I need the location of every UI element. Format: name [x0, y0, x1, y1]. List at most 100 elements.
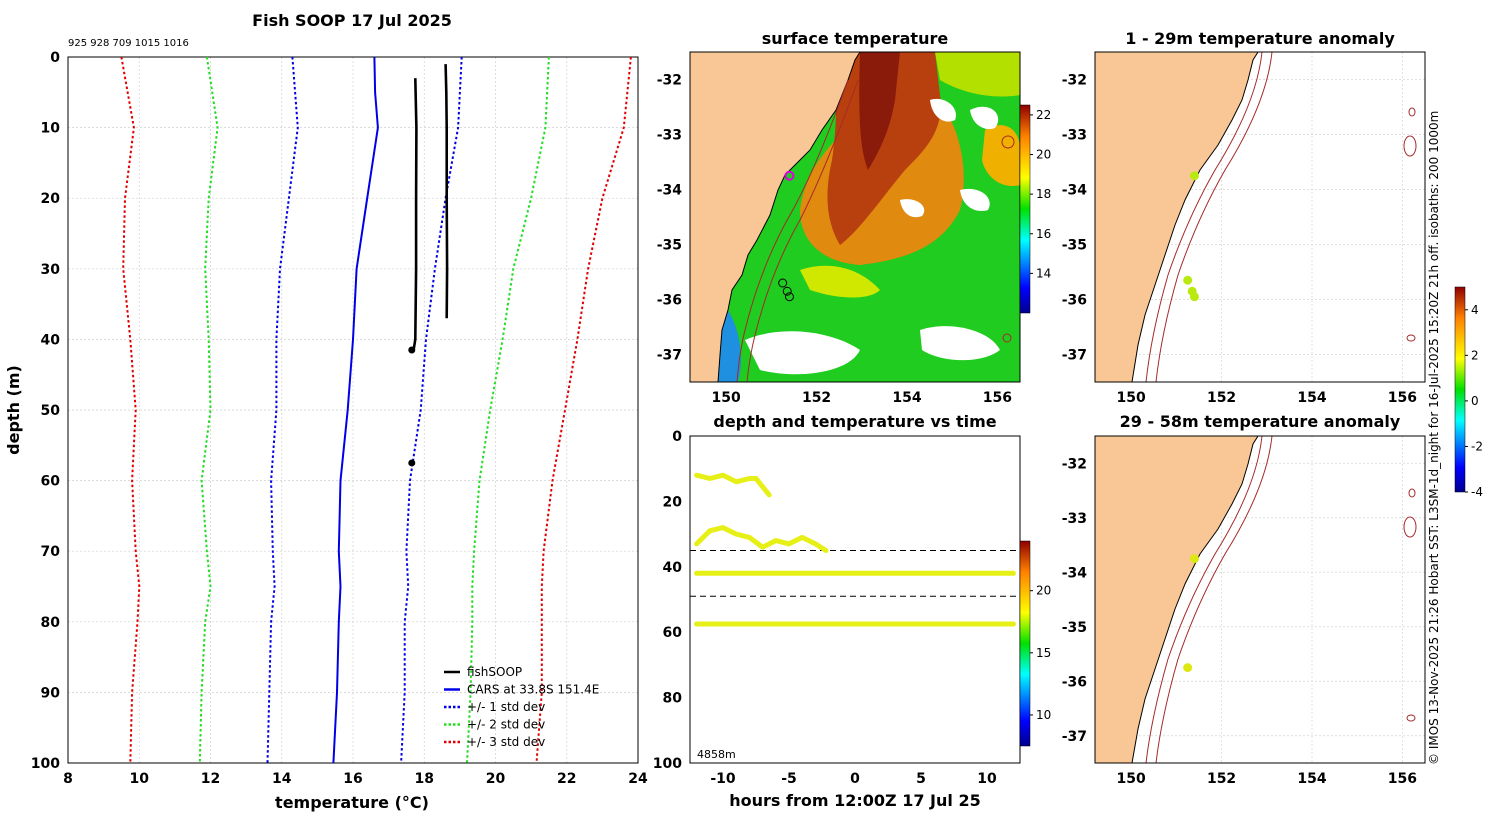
x-tick-label: 5	[916, 771, 926, 787]
side-note: © IMOS 13-Nov-2025 21:26 Hobart SST: L3S…	[1427, 111, 1441, 765]
anomaly2-isobath-200	[1145, 435, 1263, 764]
colorbar-tick-label: 16	[1036, 227, 1051, 241]
anomaly2-seamount-south	[1406, 714, 1416, 722]
legend-label: fishSOOP	[467, 665, 522, 679]
x-tick-label: 10	[977, 771, 997, 787]
y-tick-label: -37	[1062, 729, 1087, 745]
anomaly-point	[1183, 663, 1193, 673]
eddy-north	[982, 125, 1020, 186]
y-tick-label: 60	[41, 474, 61, 490]
profile-series	[120, 56, 632, 764]
station-marker	[784, 170, 795, 181]
anomaly1-axes-box	[1094, 51, 1426, 383]
x-tick-label: 156	[983, 390, 1012, 406]
x-tick-label: 154	[1297, 390, 1326, 406]
x-tick-label: 154	[1297, 771, 1326, 787]
colorbar-tick-label: 20	[1036, 148, 1051, 162]
anomaly2-isobath-1000	[1155, 435, 1273, 764]
colorbar-tick-label: 18	[1036, 187, 1051, 201]
depth-track	[694, 472, 772, 498]
x-tick-label: 156	[1388, 390, 1417, 406]
y-tick-label: -33	[1062, 511, 1087, 527]
anomaly-point	[1189, 292, 1199, 302]
x-tick-label: 156	[1388, 771, 1417, 787]
x-tick-label: 10	[130, 771, 150, 787]
anomaly1-seamount-small	[1408, 107, 1416, 117]
y-tick-label: 70	[41, 544, 61, 560]
anomaly2-panel: 29 - 58m temperature anomaly 150 152 154 15…	[1062, 412, 1426, 787]
timeseries-grid	[690, 549, 1020, 597]
colorbar-tick-label: -4	[1471, 485, 1483, 499]
anomaly-point	[1183, 275, 1193, 285]
y-tick-label: 20	[663, 494, 683, 510]
timeseries-corner-label: 4858m	[697, 748, 736, 761]
x-tick-label: -10	[710, 771, 736, 787]
fishsoop-profile	[412, 78, 418, 351]
seamount-contour-south	[1002, 333, 1012, 343]
legend-label: CARS at 33.8S 151.4E	[467, 683, 599, 697]
series-line	[198, 56, 219, 764]
series-line-upper	[466, 56, 550, 764]
x-tick-label: 152	[1207, 771, 1236, 787]
surface-colorbar	[1019, 104, 1031, 314]
y-tick-label: 0	[672, 429, 682, 445]
anomaly2-ticks: 150 152 154 156 -32 -33 -34 -35 -36 -37	[1062, 456, 1417, 787]
x-tick-label: 18	[415, 771, 434, 787]
timeseries-colorbar-ticks: 10 15 20	[1030, 584, 1051, 722]
anomaly-colorbar	[1454, 286, 1466, 493]
y-tick-label: 40	[41, 332, 61, 348]
y-tick-label: -32	[1062, 456, 1087, 472]
warm-edge	[935, 52, 1020, 97]
anomaly1-isobath-1000	[1155, 51, 1273, 383]
colorbar-tick-label: 20	[1036, 584, 1051, 598]
anomaly1-seamount	[1403, 135, 1417, 157]
x-tick-label: 150	[712, 390, 741, 406]
isobath-200	[736, 79, 849, 382]
anomaly-point	[1189, 554, 1199, 564]
y-tick-label: 20	[41, 191, 61, 207]
profile-panel: Fish SOOP 17 Jul 2025 925 928 709 1015 1…	[4, 11, 648, 812]
anomaly2-points	[1183, 554, 1199, 673]
y-tick-label: -33	[1062, 128, 1087, 144]
anomaly2-seamount-small	[1408, 488, 1416, 498]
fishsoop-profile	[444, 64, 449, 319]
anomaly1-seamount-south	[1406, 334, 1416, 342]
profile-grid	[68, 57, 638, 763]
anomaly1-ticks: 150 152 154 156 -32 -33 -34 -35 -36 -37	[1062, 73, 1417, 407]
x-tick-label: 14	[272, 771, 292, 787]
colorbar-tick-label: -2	[1471, 439, 1483, 453]
surface-stations	[778, 170, 795, 302]
x-tick-label: 22	[557, 771, 576, 787]
profile-ylabel: depth (m)	[4, 365, 23, 455]
legend-label: +/- 2 std dev	[467, 718, 545, 732]
colorbar-tick-label: 0	[1471, 394, 1479, 408]
depth-track	[694, 525, 829, 553]
colorbar-tick-label: 22	[1036, 108, 1051, 122]
x-tick-label: 150	[1117, 390, 1146, 406]
x-tick-label: 16	[343, 771, 362, 787]
x-tick-label: -5	[781, 771, 797, 787]
series-line-upper	[535, 56, 632, 764]
anomaly1-land	[1094, 51, 1259, 383]
series-line	[266, 56, 299, 764]
colorbar-tick-label: 15	[1036, 646, 1051, 660]
y-tick-label: -37	[1062, 348, 1087, 364]
series-line	[332, 56, 379, 764]
fishsoop-point	[408, 346, 416, 354]
y-tick-label: -35	[1062, 620, 1087, 636]
y-tick-label: 90	[41, 685, 61, 701]
anomaly2-axes-box	[1094, 435, 1426, 764]
profile-xlabel: temperature (°C)	[275, 793, 429, 812]
anomaly-point	[1189, 171, 1199, 181]
isobath-1000	[746, 79, 859, 382]
x-tick-label: 154	[892, 390, 921, 406]
x-tick-label: 20	[486, 771, 506, 787]
timeseries-colorbar	[1019, 540, 1031, 747]
anomaly1-isobath-200	[1145, 51, 1263, 383]
series-line	[120, 56, 141, 764]
x-tick-label: 24	[628, 771, 648, 787]
y-tick-label: -34	[657, 183, 683, 199]
x-tick-label: 0	[850, 771, 860, 787]
y-tick-label: -34	[1062, 183, 1088, 199]
